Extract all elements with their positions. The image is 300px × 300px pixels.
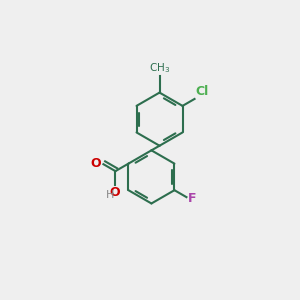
Text: H: H (106, 190, 115, 200)
Text: O: O (109, 186, 120, 199)
Text: Cl: Cl (196, 85, 209, 98)
Text: CH$_3$: CH$_3$ (149, 61, 171, 75)
Text: F: F (188, 192, 196, 205)
Text: O: O (90, 157, 101, 170)
